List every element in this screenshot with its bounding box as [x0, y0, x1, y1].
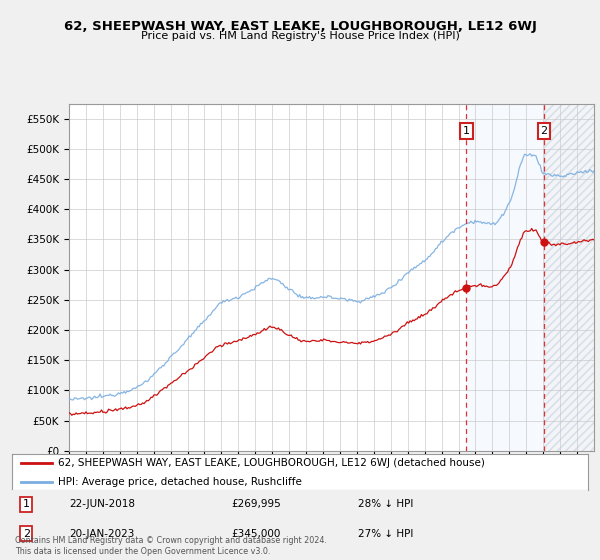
Text: HPI: Average price, detached house, Rushcliffe: HPI: Average price, detached house, Rush… [58, 477, 302, 487]
Text: 20-JAN-2023: 20-JAN-2023 [70, 529, 135, 539]
Text: Contains HM Land Registry data © Crown copyright and database right 2024.
This d: Contains HM Land Registry data © Crown c… [15, 536, 327, 556]
Text: £269,995: £269,995 [231, 499, 281, 509]
Bar [544, 104, 594, 451]
Text: 1: 1 [23, 499, 30, 509]
Text: £345,000: £345,000 [231, 529, 280, 539]
Bar [466, 104, 544, 451]
Bar [544, 104, 594, 451]
Text: 2: 2 [23, 529, 30, 539]
Text: 27% ↓ HPI: 27% ↓ HPI [358, 529, 413, 539]
Text: 62, SHEEPWASH WAY, EAST LEAKE, LOUGHBOROUGH, LE12 6WJ (detached house): 62, SHEEPWASH WAY, EAST LEAKE, LOUGHBORO… [58, 458, 485, 468]
Text: 28% ↓ HPI: 28% ↓ HPI [358, 499, 413, 509]
Text: 2: 2 [541, 126, 548, 136]
Text: 62, SHEEPWASH WAY, EAST LEAKE, LOUGHBOROUGH, LE12 6WJ: 62, SHEEPWASH WAY, EAST LEAKE, LOUGHBORO… [64, 20, 536, 32]
Text: Price paid vs. HM Land Registry's House Price Index (HPI): Price paid vs. HM Land Registry's House … [140, 31, 460, 41]
Text: 1: 1 [463, 126, 470, 136]
Text: 22-JUN-2018: 22-JUN-2018 [70, 499, 136, 509]
